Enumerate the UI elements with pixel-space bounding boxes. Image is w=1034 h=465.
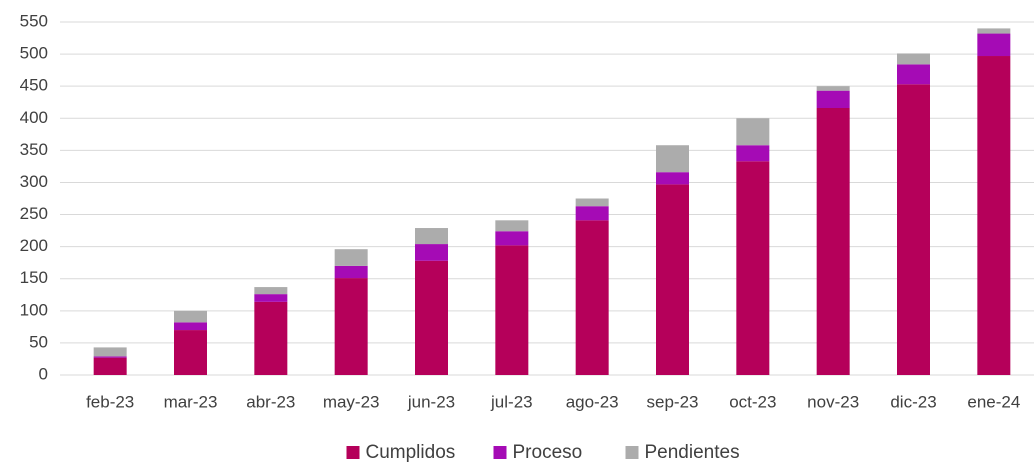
x-tick-label: may-23 (323, 392, 380, 411)
x-tick-label: sep-23 (647, 392, 699, 411)
x-tick-label: jul-23 (490, 392, 533, 411)
legend-swatch (493, 446, 507, 459)
bar-segment (816, 86, 850, 91)
bar-segment (897, 84, 930, 376)
bar-segment (656, 145, 689, 173)
bar-segment (816, 90, 850, 109)
y-tick-label: 100 (20, 300, 48, 319)
x-tick-label: jun-23 (407, 392, 455, 411)
bar-segment (93, 357, 127, 375)
y-tick-label: 0 (39, 364, 48, 383)
x-tick-label: nov-23 (807, 392, 859, 411)
x-tick-label: feb-23 (86, 392, 134, 411)
legend-swatch (625, 446, 639, 459)
legend-label: Proceso (513, 442, 583, 463)
bar-segment (736, 145, 770, 162)
bar-segment (656, 184, 689, 375)
bar-segment (656, 172, 689, 185)
bar-segment (495, 245, 529, 375)
y-tick-label: 450 (20, 76, 48, 95)
bar-segment (415, 260, 448, 375)
x-tick-label: ago-23 (566, 392, 619, 411)
bar-segment (254, 294, 288, 302)
bar-segment (415, 244, 448, 261)
bar-segment (977, 56, 1011, 376)
bar-segment (93, 356, 127, 358)
x-tick-label: mar-23 (164, 392, 218, 411)
bar-segment (93, 347, 127, 357)
bar-segment (897, 64, 930, 85)
bar-segment (254, 287, 288, 295)
y-tick-label: 300 (20, 172, 48, 191)
bar-segment (575, 198, 609, 207)
bar-segment (495, 220, 529, 232)
bar-segment (174, 330, 207, 375)
bar-segment (816, 108, 850, 376)
y-tick-label: 50 (29, 332, 48, 351)
bar-segment (334, 265, 368, 279)
x-tick-label: ene-24 (967, 392, 1020, 411)
legend-label: Cumplidos (366, 442, 456, 463)
bar-segment (254, 301, 288, 375)
bar-segment (334, 278, 368, 375)
legend-swatch (346, 446, 360, 459)
bar-segment (575, 206, 609, 221)
bar-segment (415, 228, 448, 245)
legend-label: Pendientes (645, 442, 740, 463)
bar-segment (977, 33, 1011, 57)
x-tick-label: abr-23 (246, 392, 295, 411)
bar-segment (977, 28, 1011, 34)
bar-segment (495, 231, 529, 246)
y-tick-label: 350 (20, 140, 48, 159)
bar-segment (575, 220, 609, 375)
y-tick-label: 400 (20, 108, 48, 127)
y-tick-label: 200 (20, 236, 48, 255)
bar-segment (174, 310, 207, 323)
bar-segment (897, 53, 930, 65)
y-tick-label: 550 (20, 11, 48, 30)
bar-segment (174, 322, 207, 331)
bar-segment (334, 249, 368, 266)
bar-segment (736, 118, 770, 146)
y-tick-label: 150 (20, 268, 48, 287)
x-tick-label: oct-23 (729, 392, 776, 411)
y-tick-label: 500 (20, 44, 48, 63)
x-tick-label: dic-23 (890, 392, 936, 411)
bar-segment (736, 161, 770, 375)
y-tick-label: 250 (20, 204, 48, 223)
